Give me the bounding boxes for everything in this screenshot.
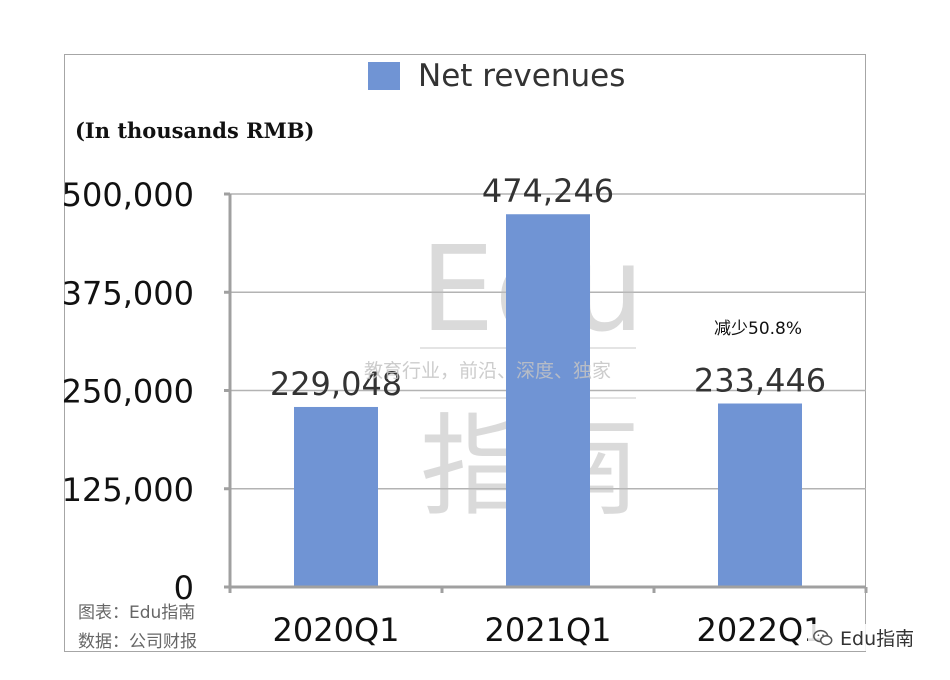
y-tick-label: 500,000 [62,176,194,214]
wechat-badge: Edu指南 [808,624,919,651]
data-label: 229,048 [270,365,402,403]
data-label: 474,246 [482,172,614,210]
legend-label: Net revenues [418,58,626,94]
bar [294,406,378,587]
legend-swatch [368,62,400,90]
bar [718,403,802,587]
y-tick-label: 0 [174,569,194,607]
x-tick-label: 2021Q1 [485,611,612,649]
x-tick-label: 2022Q1 [697,611,824,649]
chart-frame [64,54,866,652]
change-annotation: 减少50.8% [714,319,803,339]
y-tick-label: 125,000 [62,471,194,509]
watermark-tagline: 教育行业，前沿、深度、独家 [364,360,612,382]
y-tick-label: 375,000 [62,274,194,312]
data-label: 233,446 [694,362,826,400]
unit-note: (In thousands RMB) [75,118,315,143]
chart-credit: 图表：Edu指南 [78,603,196,623]
wechat-icon [813,629,833,645]
x-tick-label: 2020Q1 [273,611,400,649]
y-tick-label: 250,000 [62,373,194,411]
data-credit: 数据：公司财报 [78,632,197,652]
bar [506,214,590,587]
badge-label: Edu指南 [840,628,915,650]
